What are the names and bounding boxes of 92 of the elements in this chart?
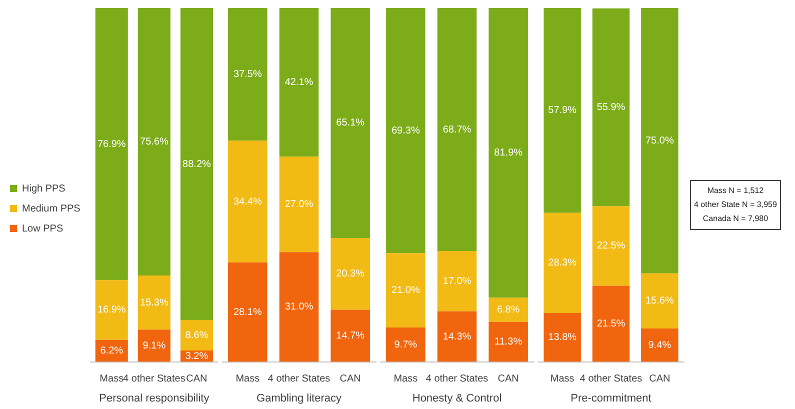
- data-label: 9.4%: [648, 340, 672, 351]
- data-label: 15.6%: [645, 296, 674, 307]
- x-tick-label: CAN: [649, 374, 670, 385]
- bar: [592, 286, 630, 362]
- data-label: 3.2%: [185, 350, 208, 362]
- data-label: 21.0%: [391, 285, 420, 296]
- data-label: 28.3%: [548, 258, 577, 269]
- bar: [544, 212, 581, 313]
- x-axis-title: Pre-commitment: [570, 392, 652, 404]
- data-label: 14.7%: [336, 330, 365, 342]
- x-tick-label: 4 other States: [426, 374, 488, 385]
- bar: [488, 8, 528, 298]
- data-label: 6.8%: [496, 304, 520, 316]
- x-tick-label: CAN: [340, 374, 361, 385]
- x-tick-label: CAN: [498, 374, 519, 385]
- data-label: 14.3%: [442, 331, 472, 342]
- bar: [279, 8, 319, 157]
- bar: [180, 320, 213, 350]
- x-tick-label: Mass: [550, 374, 574, 385]
- data-label: 75.0%: [645, 135, 674, 146]
- legend-label: Medium PPS: [22, 203, 81, 214]
- bar: [488, 298, 528, 322]
- bar: [386, 327, 426, 362]
- x-tick-label: Mass: [100, 374, 124, 385]
- x-tick-label: CAN: [186, 374, 208, 385]
- bar: [228, 8, 268, 141]
- data-label: 75.6%: [140, 136, 168, 148]
- data-label: 34.4%: [233, 196, 262, 208]
- x-tick-label: 4 other States: [123, 374, 186, 385]
- bar: [386, 8, 426, 254]
- data-label: 31.0%: [284, 302, 314, 313]
- x-tick-label: 4 other States: [268, 374, 330, 385]
- x-tick-label: Mass: [394, 374, 418, 385]
- data-label: 16.9%: [97, 304, 126, 316]
- bar: [330, 8, 370, 238]
- bar: [544, 312, 581, 362]
- bar: [641, 273, 678, 329]
- data-label: 55.9%: [596, 102, 626, 113]
- bar: [138, 8, 170, 276]
- bar: [228, 140, 268, 262]
- data-label: 42.1%: [284, 76, 314, 88]
- text: Mass N = 1,512: [706, 184, 765, 196]
- data-label: 27.0%: [284, 199, 314, 210]
- bar: [330, 310, 370, 362]
- data-label: 68.7%: [442, 124, 472, 136]
- data-label: 65.1%: [336, 118, 365, 129]
- bar: [138, 330, 170, 362]
- bar: [592, 206, 630, 286]
- x-tick-label: 4 other States: [580, 374, 642, 385]
- data-label: 28.1%: [233, 306, 262, 318]
- bar: [228, 262, 268, 362]
- data-label: 22.5%: [596, 240, 626, 252]
- x-axis-title: Gambling literacy: [256, 392, 342, 404]
- data-label: 15.3%: [140, 297, 168, 308]
- data-label: 13.8%: [548, 332, 577, 344]
- data-label: 9.7%: [394, 339, 418, 350]
- text: Canada N = 7,980: [702, 212, 770, 224]
- data-label: 6.2%: [100, 346, 124, 357]
- bar: [138, 275, 170, 330]
- data-label: 69.3%: [391, 125, 420, 136]
- bar: [488, 322, 528, 362]
- bar: [437, 8, 477, 252]
- bar: [592, 8, 630, 206]
- bar: [437, 251, 477, 312]
- text: 4 other State N = 3,959: [694, 198, 777, 210]
- legend-label: High PPS: [22, 183, 66, 194]
- bar: [641, 328, 678, 362]
- data-label: 11.3%: [494, 336, 522, 348]
- bar: [437, 311, 477, 362]
- data-label: 20.3%: [336, 268, 365, 280]
- data-label: 8.6%: [185, 330, 208, 342]
- bar: [641, 8, 678, 274]
- data-label: 17.0%: [442, 276, 472, 287]
- data-label: 21.5%: [596, 318, 626, 330]
- x-axis-title: Personal responsibility: [99, 392, 210, 404]
- data-label: 81.9%: [494, 148, 523, 159]
- x-axis-title: Honesty & Control: [412, 392, 502, 404]
- bar: [544, 8, 581, 213]
- bar: [279, 156, 319, 252]
- x-tick-label: Mass: [236, 374, 260, 385]
- data-label: 9.1%: [142, 340, 166, 352]
- legend-label: Low PPS: [22, 223, 64, 234]
- data-label: 57.9%: [548, 105, 577, 116]
- bar: [330, 238, 370, 310]
- data-label: 37.5%: [233, 69, 262, 80]
- bar: [386, 253, 426, 328]
- bar: [279, 252, 319, 362]
- bar: [95, 8, 128, 280]
- data-label: 88.2%: [182, 158, 212, 170]
- bar: [180, 8, 213, 320]
- data-label: 76.9%: [97, 138, 126, 150]
- bar: [95, 280, 128, 340]
